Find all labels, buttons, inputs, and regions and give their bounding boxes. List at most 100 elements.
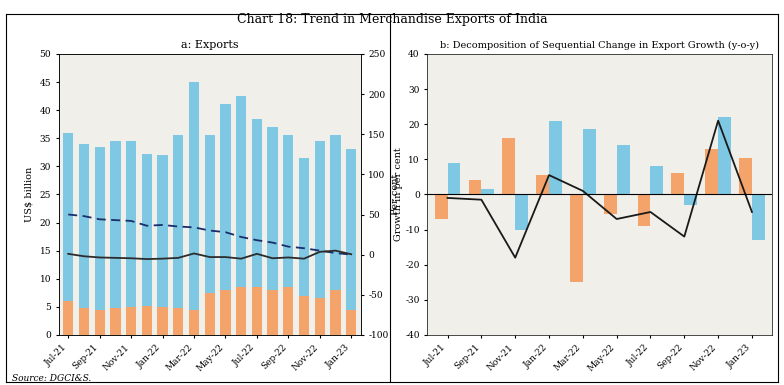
- Bar: [515, 194, 528, 229]
- M-o-M exports (RHS): [299, 256, 309, 261]
- Δ in y-o-y growth: [578, 189, 587, 193]
- M-o-M exports (RHS): [142, 257, 151, 261]
- Bar: [252, 119, 262, 287]
- Line: M-o-M exports (RHS): M-o-M exports (RHS): [68, 251, 351, 259]
- Bar: [448, 163, 460, 194]
- Bar: [706, 149, 718, 194]
- Bar: [220, 104, 230, 290]
- Bar: [684, 194, 697, 205]
- Y-o-Y exports (RHS): [111, 218, 120, 223]
- M-o-M exports (RHS): [111, 256, 120, 260]
- Bar: [95, 147, 105, 310]
- Bar: [267, 127, 278, 290]
- Y-o-Y exports (RHS): [142, 223, 151, 228]
- Bar: [111, 141, 121, 308]
- Bar: [267, 290, 278, 335]
- Y-o-Y exports (RHS): [268, 240, 278, 245]
- Δ in y-o-y growth: [510, 255, 520, 260]
- Bar: [126, 141, 136, 307]
- M-o-M exports (RHS): [347, 252, 356, 256]
- M-o-M exports (RHS): [284, 255, 293, 260]
- M-o-M exports (RHS): [79, 254, 89, 259]
- Δ in y-o-y growth: [646, 210, 655, 214]
- Bar: [189, 82, 199, 310]
- Bar: [173, 135, 183, 308]
- Δ in y-o-y growth: [443, 196, 452, 200]
- Y-o-Y exports (RHS): [189, 225, 198, 230]
- Bar: [346, 310, 356, 335]
- M-o-M exports (RHS): [268, 256, 278, 261]
- Bar: [637, 194, 651, 226]
- Bar: [583, 129, 596, 194]
- Line: Δ in y-o-y growth: Δ in y-o-y growth: [448, 121, 752, 258]
- Bar: [469, 180, 481, 194]
- Y-o-Y exports (RHS): [79, 214, 89, 218]
- Bar: [346, 149, 356, 310]
- Bar: [549, 121, 562, 194]
- Bar: [79, 144, 89, 308]
- Bar: [434, 194, 448, 219]
- Y-o-Y exports (RHS): [95, 217, 104, 222]
- Bar: [158, 307, 168, 335]
- Bar: [481, 189, 494, 194]
- Y-o-Y exports (RHS): [237, 235, 246, 239]
- Y-o-Y exports (RHS): [173, 224, 183, 229]
- Bar: [64, 301, 74, 335]
- Bar: [126, 307, 136, 335]
- Bar: [718, 117, 731, 194]
- Y-o-Y exports (RHS): [158, 223, 167, 227]
- Y-o-Y exports (RHS): [315, 248, 325, 253]
- M-o-M exports (RHS): [331, 248, 340, 253]
- Y-o-Y exports (RHS): [64, 212, 73, 217]
- Δ in y-o-y growth: [713, 118, 723, 123]
- Bar: [220, 290, 230, 335]
- Bar: [299, 158, 309, 296]
- Bar: [299, 296, 309, 335]
- Bar: [252, 287, 262, 335]
- M-o-M exports (RHS): [189, 251, 198, 256]
- Y-o-Y exports (RHS): [252, 238, 262, 243]
- Δ in y-o-y growth: [747, 210, 757, 214]
- Y-o-Y exports (RHS): [221, 230, 230, 234]
- M-o-M exports (RHS): [173, 256, 183, 260]
- Δ in y-o-y growth: [544, 173, 554, 177]
- M-o-M exports (RHS): [237, 256, 246, 261]
- Bar: [330, 290, 340, 335]
- Title: b: Decomposition of Sequential Change in Export Growth (y-o-y): b: Decomposition of Sequential Change in…: [441, 41, 759, 50]
- M-o-M exports (RHS): [64, 251, 73, 256]
- Bar: [142, 154, 152, 306]
- Y-o-Y exports (RHS): [126, 219, 136, 223]
- Δ in y-o-y growth: [477, 198, 486, 202]
- Y-axis label: Growth in per cent: Growth in per cent: [394, 147, 403, 241]
- M-o-M exports (RHS): [315, 249, 325, 254]
- Δ in y-o-y growth: [612, 217, 622, 221]
- Y-o-Y exports (RHS): [205, 228, 215, 233]
- Bar: [604, 194, 617, 214]
- Bar: [536, 175, 549, 194]
- M-o-M exports (RHS): [205, 255, 215, 259]
- Bar: [617, 145, 630, 194]
- Bar: [570, 194, 583, 282]
- Y-o-Y exports (RHS): [331, 251, 340, 255]
- Bar: [158, 155, 168, 307]
- Bar: [205, 293, 215, 335]
- Bar: [671, 173, 684, 194]
- Δ in y-o-y growth: [680, 234, 689, 239]
- Bar: [205, 136, 215, 293]
- M-o-M exports (RHS): [221, 255, 230, 259]
- Bar: [314, 141, 325, 298]
- M-o-M exports (RHS): [252, 251, 262, 256]
- Text: Source: DGCI&S.: Source: DGCI&S.: [12, 374, 91, 383]
- Bar: [236, 96, 246, 287]
- Bar: [283, 136, 293, 287]
- Y-o-Y exports (RHS): [347, 252, 356, 257]
- Y-o-Y exports (RHS): [299, 246, 309, 251]
- Y-o-Y exports (RHS): [284, 244, 293, 249]
- Bar: [173, 308, 183, 335]
- Bar: [330, 136, 340, 290]
- Bar: [189, 310, 199, 335]
- Title: a: Exports: a: Exports: [181, 40, 238, 50]
- M-o-M exports (RHS): [158, 256, 167, 261]
- Bar: [142, 306, 152, 335]
- Y-axis label: Per cent: Per cent: [390, 174, 400, 215]
